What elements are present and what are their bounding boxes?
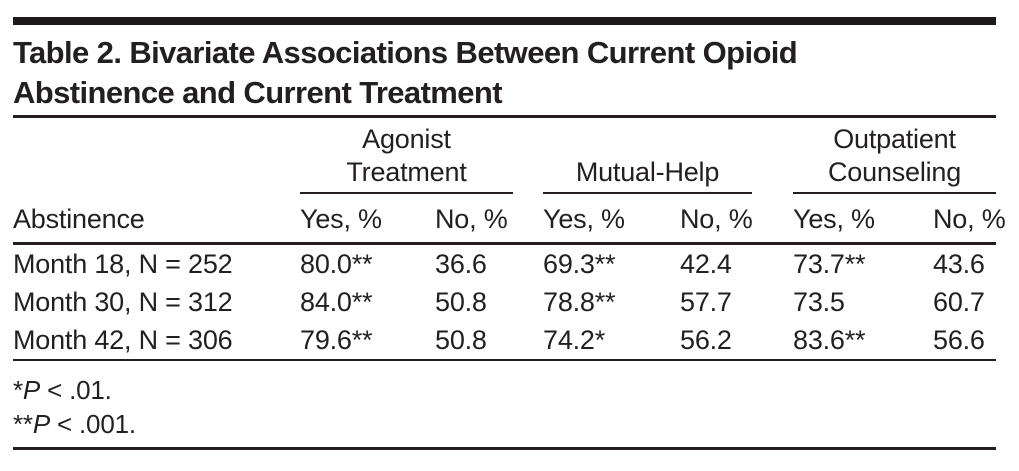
footnotes: *P < .01. **P < .001. [13, 361, 996, 441]
footnote-text: < .01. [40, 375, 112, 405]
cell-month30-mutual-yes: 78.8** [543, 287, 616, 317]
group-label-line: Agonist [362, 124, 451, 154]
stub-header-spacer [13, 118, 300, 194]
subheader-mutual-yes: Yes, % [543, 204, 625, 234]
table-title-line-1: Table 2. Bivariate Associations Between … [13, 35, 798, 70]
subheader-agonist-yes: Yes, % [300, 204, 382, 234]
footnote-marker: ** [13, 409, 33, 439]
cell-month18-mutual-yes: 69.3** [543, 249, 616, 279]
column-group-agonist-treatment: Agonist Treatment [300, 118, 513, 194]
footnote-text: < .001. [50, 409, 136, 439]
cell-month42-agonist-no: 50.8 [435, 325, 487, 355]
subheader-agonist-no: No, % [435, 204, 508, 234]
cell-month18-agonist-yes: 80.0** [300, 249, 373, 279]
cell-month30-mutual-no: 57.7 [680, 287, 732, 317]
subheader-outpatient-no: No, % [933, 204, 1006, 234]
cell-month42-outpatient-no: 56.6 [933, 325, 985, 355]
column-group-outpatient-counseling: Outpatient Counseling [793, 118, 996, 194]
cell-month18-agonist-no: 36.6 [435, 249, 487, 279]
footnote-p-symbol: P [22, 375, 41, 405]
cell-month42-outpatient-yes: 83.6** [793, 325, 866, 355]
footnote-p01: *P < .01. [13, 373, 996, 407]
cell-month18-mutual-no: 42.4 [680, 249, 732, 279]
group-label-line: Mutual-Help [575, 157, 720, 187]
footnote-p-symbol: P [32, 409, 50, 439]
table-title: Table 2. Bivariate Associations Between … [13, 33, 996, 113]
subheader-outpatient-yes: Yes, % [793, 204, 875, 234]
cell-month42-agonist-yes: 79.6** [300, 325, 373, 355]
cell-month30-agonist-no: 50.8 [435, 287, 487, 317]
cell-month18-outpatient-yes: 73.7** [793, 249, 866, 279]
group-label-line: Treatment [346, 157, 467, 187]
row-label-month-30: Month 30, N = 312 [13, 287, 233, 317]
group-label-line: Outpatient [833, 124, 956, 154]
cell-month18-outpatient-no: 43.6 [933, 249, 985, 279]
cell-month42-mutual-yes: 74.2* [543, 325, 606, 355]
cell-month30-agonist-yes: 84.0** [300, 287, 373, 317]
row-label-month-42: Month 42, N = 306 [13, 325, 233, 355]
cell-month30-outpatient-no: 60.7 [933, 287, 985, 317]
body-footnote-divider-rule [13, 359, 996, 361]
footnote-p001: **P < .001. [13, 407, 996, 441]
footnote-marker: * [13, 375, 23, 405]
group-label-line: Counseling [827, 157, 962, 187]
bottom-rule [13, 447, 996, 450]
title-divider-rule [13, 115, 996, 118]
top-thick-rule [13, 17, 996, 25]
cell-month42-mutual-no: 56.2 [680, 325, 732, 355]
subheader-mutual-no: No, % [680, 204, 753, 234]
cell-month30-outpatient-yes: 73.5 [793, 287, 845, 317]
data-table: Agonist Treatment Mutual-Help Outpatient… [13, 118, 1006, 359]
header-body-divider-rule [13, 242, 996, 245]
row-label-month-18: Month 18, N = 252 [13, 249, 233, 279]
stub-header-abstinence: Abstinence [13, 204, 145, 234]
table-title-line-2: Abstinence and Current Treatment [13, 75, 503, 110]
column-group-mutual-help: Mutual-Help [543, 118, 752, 194]
